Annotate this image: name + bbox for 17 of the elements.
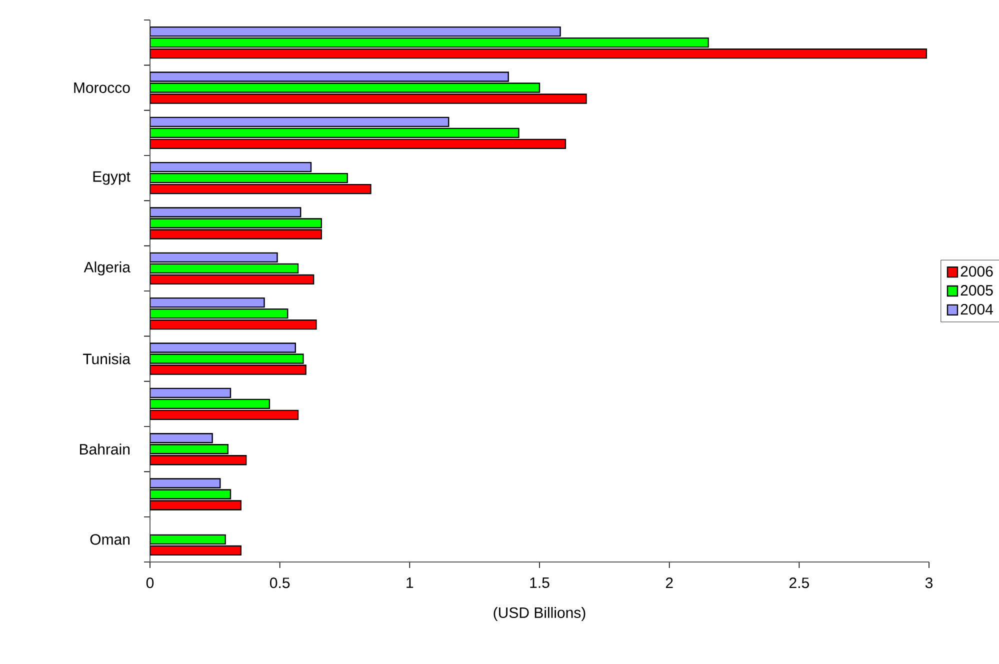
y-tick-label: Algeria — [84, 261, 130, 276]
x-tick-label: 3 — [925, 578, 933, 588]
legend-label: 2006 — [960, 266, 993, 277]
x-tick-label: 1 — [406, 578, 414, 588]
y-tick-label: Oman — [90, 534, 130, 545]
legend-label: 2004 — [960, 304, 994, 315]
y-tick-label: Morocco — [74, 82, 130, 93]
y-tick-label: Tunisia — [83, 353, 130, 364]
legend-label: 2005 — [960, 285, 993, 296]
x-tick-label: 0 — [146, 578, 154, 588]
x-tick-label: 0.5 — [270, 578, 290, 588]
y-tick-label: Egypt — [93, 171, 130, 185]
x-axis-title: (USD Billions) — [494, 606, 586, 621]
x-tick-label: 2 — [666, 578, 673, 588]
x-tick-label: 2.5 — [790, 578, 809, 588]
x-tick-label: 1.5 — [530, 578, 550, 588]
y-tick-label: Bahrain — [80, 444, 130, 455]
